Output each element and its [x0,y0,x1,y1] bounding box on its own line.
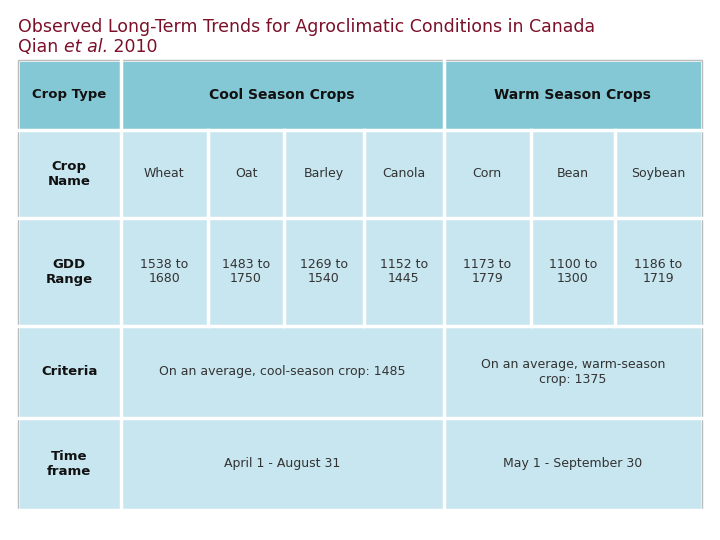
Text: 1152 to
1445: 1152 to 1445 [379,258,428,286]
Bar [284,130,364,218]
Bar [18,218,121,326]
Bar [444,60,702,130]
Text: 1538 to
1680: 1538 to 1680 [140,258,189,286]
Bar [284,218,364,326]
Bar [121,418,444,510]
Bar [531,130,615,218]
Bar [444,418,702,510]
Bar [18,130,121,218]
Text: Oat: Oat [235,167,257,180]
Text: 1100 to
1300: 1100 to 1300 [549,258,597,286]
Text: 2010: 2010 [108,38,158,56]
Bar [531,218,615,326]
Bar [444,130,531,218]
Text: Bean: Bean [557,167,589,180]
Text: Soybean: Soybean [631,167,685,180]
Bar [18,60,702,510]
Text: Barley: Barley [304,167,344,180]
Bar [18,60,121,130]
Text: April 1 - August 31: April 1 - August 31 [224,457,341,470]
Text: Warm Season Crops: Warm Season Crops [495,88,651,102]
Bar [208,130,284,218]
Bar [18,418,121,510]
Bar [121,130,208,218]
Text: Corn: Corn [473,167,502,180]
Text: Wheat: Wheat [144,167,184,180]
Text: Criteria: Criteria [41,365,97,378]
Bar [121,326,444,418]
Text: 1186 to
1719: 1186 to 1719 [634,258,683,286]
Text: 1173 to
1779: 1173 to 1779 [463,258,511,286]
Bar [364,218,444,326]
Bar [364,130,444,218]
Text: GDD
Range: GDD Range [46,258,93,286]
Text: Crop Type: Crop Type [32,89,107,102]
Text: Observed Long-Term Trends for Agroclimatic Conditions in Canada: Observed Long-Term Trends for Agroclimat… [18,18,595,36]
Text: 1483 to
1750: 1483 to 1750 [222,258,270,286]
Bar [121,218,208,326]
Text: et al.: et al. [64,38,108,56]
Bar [444,218,531,326]
Text: Cool Season Crops: Cool Season Crops [210,88,355,102]
Text: On an average, warm-season
crop: 1375: On an average, warm-season crop: 1375 [481,357,665,386]
Bar [615,218,702,326]
Bar [121,60,444,130]
Text: May 1 - September 30: May 1 - September 30 [503,457,642,470]
Bar [444,326,702,418]
Text: Crop
Name: Crop Name [48,160,91,187]
Text: 1269 to
1540: 1269 to 1540 [300,258,348,286]
Text: On an average, cool-season crop: 1485: On an average, cool-season crop: 1485 [159,365,405,378]
Text: Time
frame: Time frame [48,450,91,478]
Bar [208,218,284,326]
Bar [18,326,121,418]
Text: Canola: Canola [382,167,426,180]
Bar [615,130,702,218]
Text: Qian: Qian [18,38,64,56]
